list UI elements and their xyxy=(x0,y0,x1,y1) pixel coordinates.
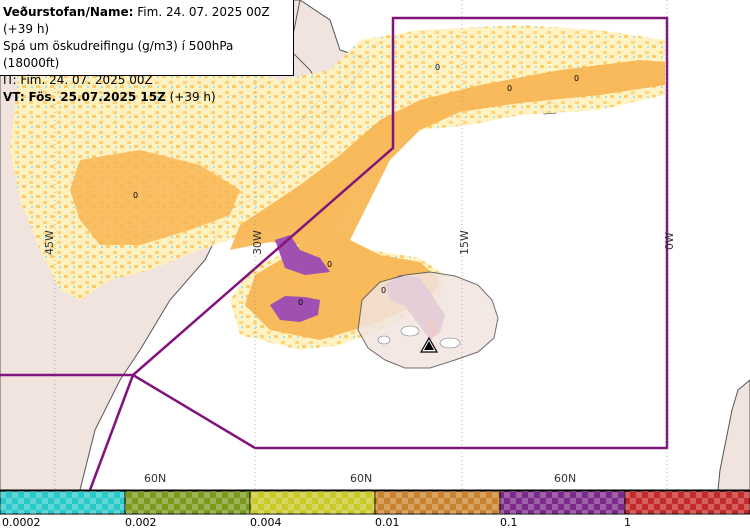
iceland-glacier xyxy=(400,325,420,337)
legend-swatch-pattern xyxy=(250,491,375,514)
legend-label: 0.002 xyxy=(125,516,157,529)
legend-swatch-pattern xyxy=(0,491,125,514)
contour-label: 0 xyxy=(133,191,138,200)
contour-label: 0 xyxy=(381,286,386,295)
legend-bar xyxy=(0,490,750,515)
legend-label: 0.01 xyxy=(375,516,400,529)
ash-purple-2 xyxy=(270,296,320,322)
header-line-4: VT: Fös. 25.07.2025 15Z (+39 h) xyxy=(3,90,216,104)
legend-swatch-pattern xyxy=(375,491,500,514)
lon-label-0w: 0W xyxy=(663,232,676,250)
legend-label: 0.004 xyxy=(250,516,282,529)
header-line-3: IT: Fim. 24. 07. 2025 00Z xyxy=(3,73,153,87)
ash-purple-1 xyxy=(275,235,330,275)
volcano-icon xyxy=(419,336,439,353)
contour-label: 0 xyxy=(327,260,332,269)
header-line-2: Spá um öskudreifingu (g/m3) í 500hPa (18… xyxy=(3,39,234,70)
contour-label: 0 xyxy=(574,74,579,83)
iceland-land xyxy=(357,271,499,369)
legend-label: 0.0002 xyxy=(2,516,41,529)
legend-swatch-pattern xyxy=(625,491,750,514)
legend-swatch-pattern xyxy=(125,491,250,514)
legend-label: 0.1 xyxy=(500,516,518,529)
legend-swatch-pattern xyxy=(500,491,625,514)
lon-label-45w: 45W xyxy=(43,230,56,255)
lat-label-60n: 60N xyxy=(350,472,372,485)
fir-boundary xyxy=(0,16,669,491)
contour-label: 0 xyxy=(507,84,512,93)
legend-labels: 0.0002 0.002 0.004 0.01 0.1 1 xyxy=(0,514,750,532)
lat-label-60n: 60N xyxy=(144,472,166,485)
lat-label-60n: 60N xyxy=(554,472,576,485)
ash-plume-west xyxy=(70,150,240,245)
header-line-1: Veðurstofan/Name: Fim. 24. 07. 2025 00Z … xyxy=(3,5,270,36)
contour-label: 0 xyxy=(435,63,440,72)
forecast-info-box: Veðurstofan/Name: Fim. 24. 07. 2025 00Z … xyxy=(0,0,294,104)
lon-label-15w: 15W xyxy=(458,230,471,255)
contour-label: 0 xyxy=(298,298,303,307)
iceland-glacier xyxy=(439,337,461,349)
legend-label: 1 xyxy=(624,516,631,529)
graticule xyxy=(54,0,668,490)
lon-label-30w: 30W xyxy=(251,230,264,255)
ash-plume-core xyxy=(230,60,665,340)
iceland-glacier xyxy=(377,335,391,345)
